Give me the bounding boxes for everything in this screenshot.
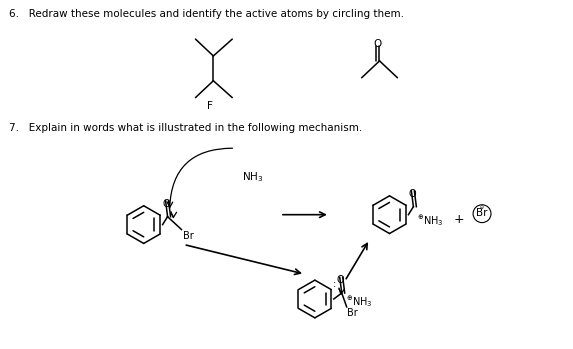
Text: Br: Br — [476, 208, 488, 218]
Text: O: O — [337, 275, 344, 285]
Text: $^{\oplus}$NH$_3$: $^{\oplus}$NH$_3$ — [417, 213, 444, 228]
Text: :: : — [333, 279, 336, 289]
Text: $^{\oplus}$NH$_3$: $^{\oplus}$NH$_3$ — [346, 294, 372, 309]
Text: O: O — [374, 39, 382, 49]
Text: O: O — [409, 189, 416, 199]
Text: +: + — [454, 213, 465, 226]
Text: Br: Br — [347, 308, 358, 318]
Text: 6.   Redraw these molecules and identify the active atoms by circling them.: 6. Redraw these molecules and identify t… — [9, 9, 405, 19]
Text: 7.   Explain in words what is illustrated in the following mechanism.: 7. Explain in words what is illustrated … — [9, 124, 363, 133]
Text: $^{\ominus}$: $^{\ominus}$ — [479, 206, 485, 212]
Text: NH$_3$: NH$_3$ — [242, 170, 264, 184]
Text: F: F — [207, 101, 213, 111]
Text: Br: Br — [183, 231, 193, 240]
Text: O: O — [163, 199, 170, 209]
